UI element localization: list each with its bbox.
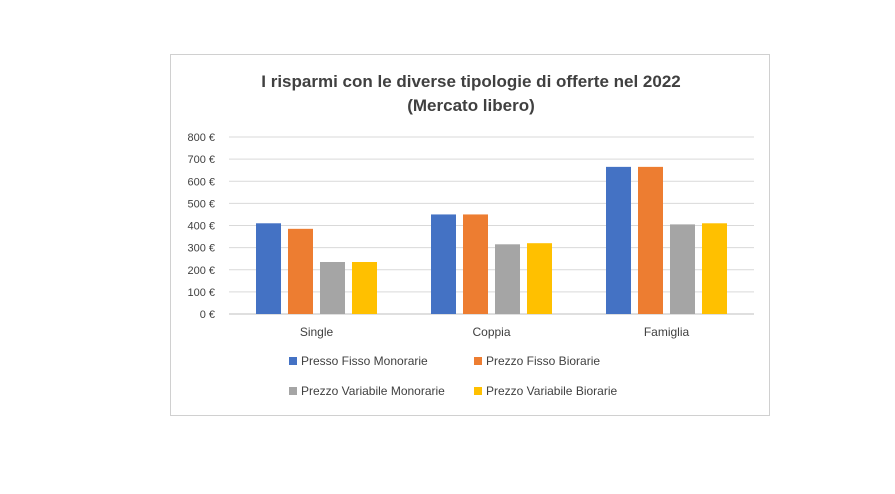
legend-label: Prezzo Variabile Biorarie (486, 384, 617, 398)
bar (606, 166, 631, 314)
y-tick-label: 500 € (187, 198, 215, 210)
legend-label: Prezzo Variabile Monorarie (301, 384, 445, 398)
y-tick-label: 800 € (187, 132, 215, 144)
bar (288, 228, 313, 314)
y-tick-label: 700 € (187, 154, 215, 166)
bar (670, 224, 695, 314)
legend-label: Prezzo Fisso Biorarie (486, 354, 600, 368)
y-tick-label: 0 € (200, 309, 215, 321)
y-tick-label: 600 € (187, 176, 215, 188)
legend-swatch (474, 387, 482, 395)
legend-swatch (289, 357, 297, 365)
gridlines (229, 136, 754, 315)
x-category-label: Famiglia (644, 325, 690, 339)
x-axis-categories: Single Coppia Famiglia (300, 325, 690, 339)
y-axis-ticks: 0 € 100 € 200 € 300 € 400 € 500 € 600 € 700 € 80… (187, 132, 215, 321)
x-category-label: Coppia (472, 325, 510, 339)
chart-title: I risparmi con le diverse tipologie di o… (261, 72, 680, 91)
y-tick-label: 300 € (187, 243, 215, 255)
bar (431, 214, 456, 314)
bar (256, 223, 281, 314)
bar (638, 166, 663, 314)
bar (495, 244, 520, 314)
bar (463, 214, 488, 314)
bar (702, 223, 727, 314)
chart-frame: I risparmi con le diverse tipologie di o… (170, 54, 770, 416)
legend-label: Presso Fisso Monorarie (301, 354, 428, 368)
bar (352, 262, 377, 314)
x-category-label: Single (300, 325, 334, 339)
y-tick-label: 400 € (187, 221, 215, 233)
bar (320, 262, 345, 314)
legend: Presso Fisso Monorarie Prezzo Fisso Biora… (289, 354, 617, 398)
bars (256, 166, 727, 314)
legend-swatch (289, 387, 297, 395)
legend-swatch (474, 357, 482, 365)
bar (527, 243, 552, 314)
y-tick-label: 200 € (187, 265, 215, 277)
chart-subtitle: (Mercato libero) (407, 96, 535, 115)
bar-chart: I risparmi con le diverse tipologie di o… (187, 72, 754, 398)
y-tick-label: 100 € (187, 287, 215, 299)
